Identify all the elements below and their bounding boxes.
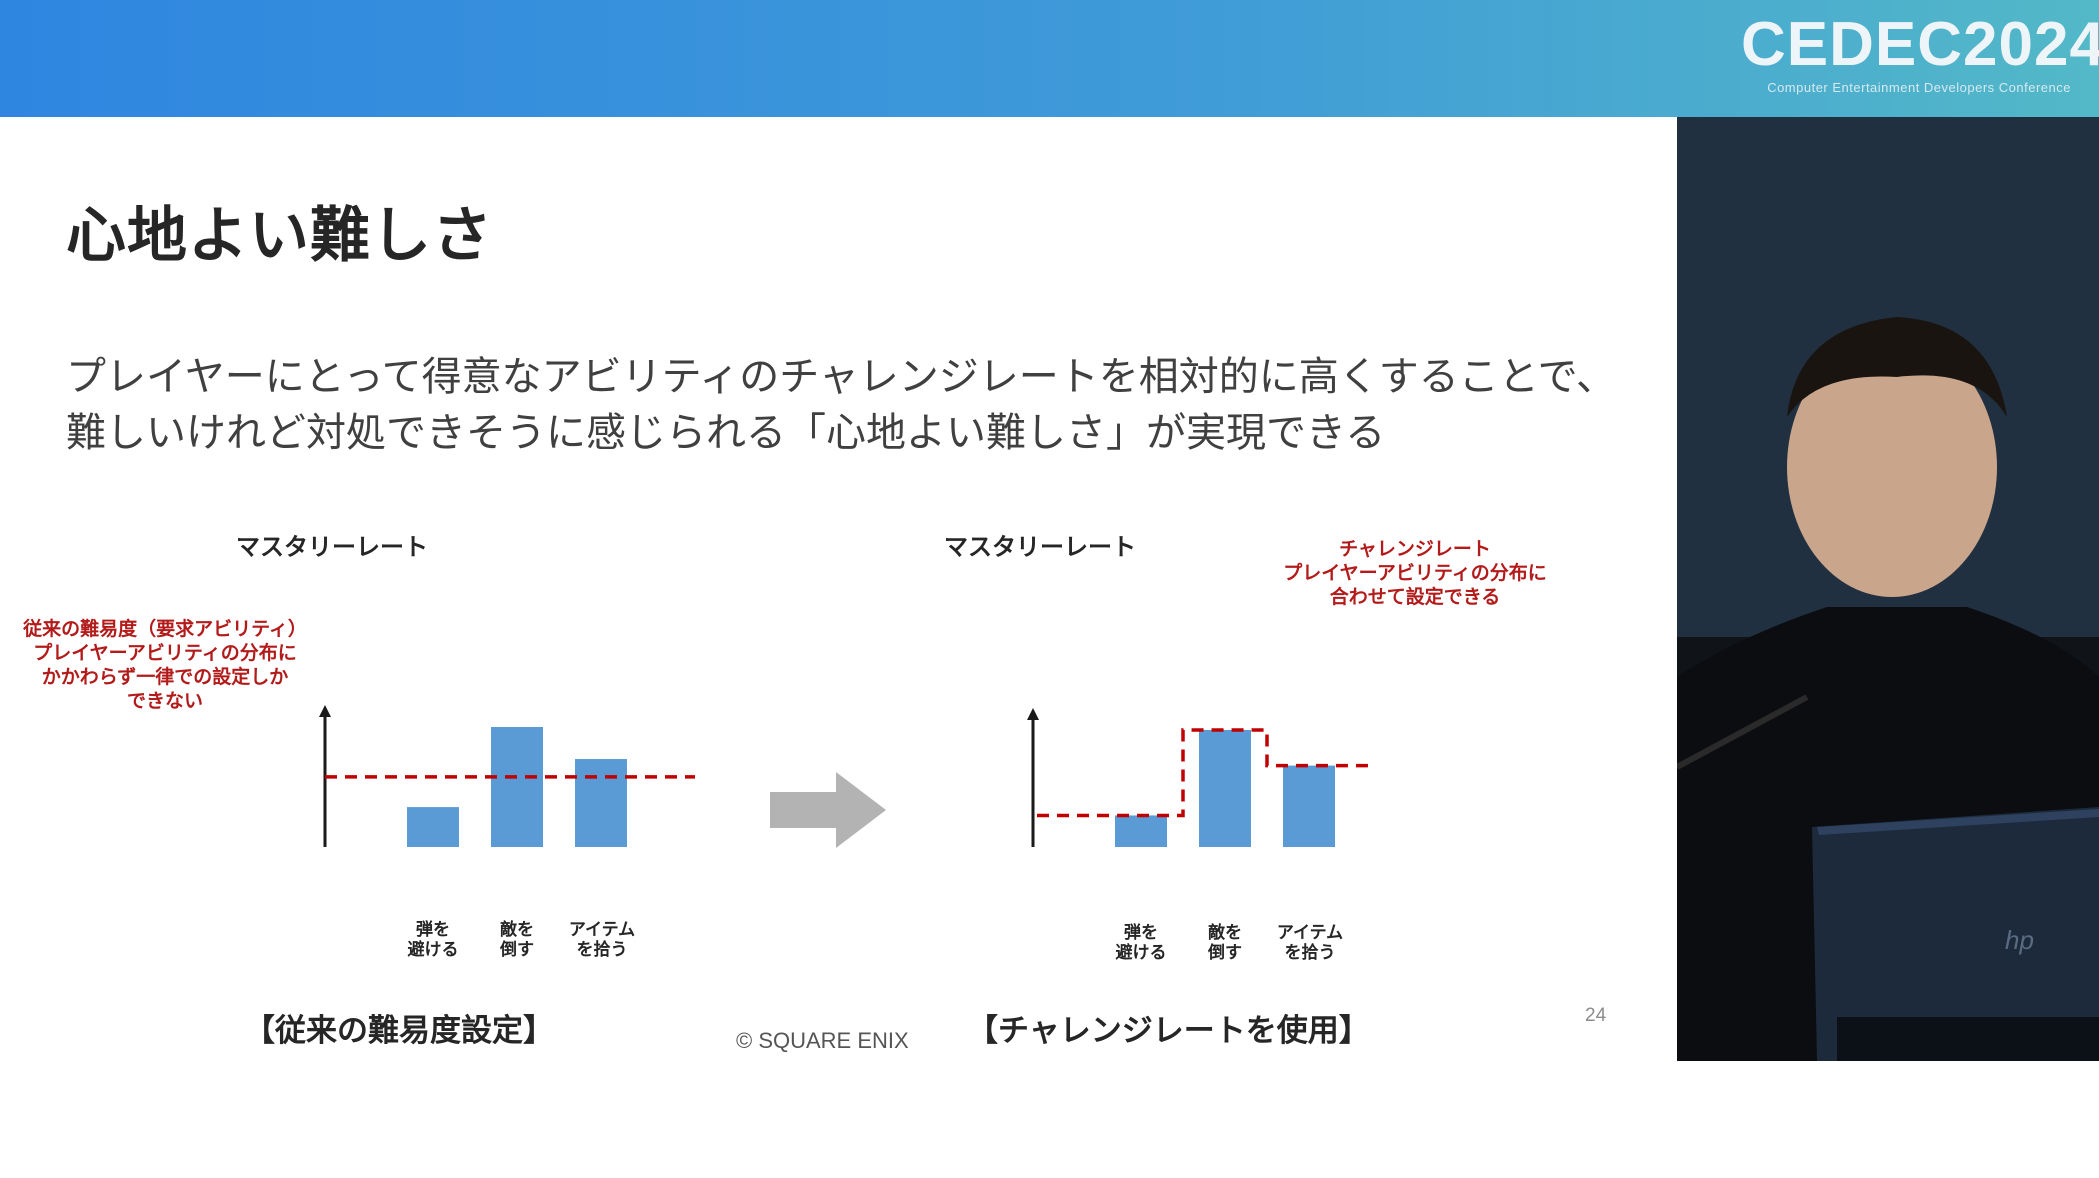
chart-left-bar-1 — [407, 807, 459, 847]
chart-right-category-1: 弾を 避ける — [1115, 923, 1167, 963]
chart-right-y-axis-arrowhead — [1027, 708, 1039, 720]
logo-text: CEDEC2024 — [1741, 10, 2099, 79]
body-line-1: プレイヤーにとって得意なアビリティのチャレンジレートを相対的に高くすることで、 — [66, 354, 1616, 400]
chart-traditional: マスタリーレート 従来の難易度（要求アビリティ） プレイヤーアビリティの分布に … — [0, 527, 720, 1049]
chart-right-caption: 【チャレンジレートを使用】 — [967, 1013, 1370, 1049]
chart-right-bar-3 — [1283, 765, 1335, 847]
chart-right-plot — [1027, 708, 1375, 847]
cedec-logo: CEDEC2024 Computer Entertainment Develop… — [1741, 10, 2099, 97]
laptop-logo: hp — [2005, 925, 2034, 955]
slide-title: 心地よい難しさ — [66, 201, 493, 271]
chart-right-category-3: アイテム を拾う — [1276, 923, 1344, 963]
chart-right-bar-2 — [1199, 730, 1251, 847]
presentation-slide: 心地よい難しさ プレイヤーにとって得意なアビリティのチャレンジレートを相対的に高… — [0, 117, 1677, 1061]
chart-left-y-axis-arrowhead — [319, 705, 331, 717]
chart-challenge-rate: マスタリーレート チャレンジレート プレイヤーアビリティの分布に 合わせて設定で… — [930, 527, 1570, 1049]
chart-left-plot — [319, 705, 695, 847]
chart-right-threshold-label: チャレンジレート プレイヤーアビリティの分布に 合わせて設定できる — [1283, 538, 1547, 608]
chart-right-category-2: 敵を 倒す — [1208, 923, 1242, 963]
chart-left-caption: 【従来の難易度設定】 — [244, 1013, 554, 1049]
right-arrow-icon — [770, 772, 886, 848]
logo-subtitle: Computer Entertainment Developers Confer… — [1767, 80, 2071, 95]
chart-right-ylabel: マスタリーレート — [944, 533, 1136, 561]
chart-right-bar-1 — [1115, 815, 1167, 847]
chart-left-threshold-label: 従来の難易度（要求アビリティ） プレイヤーアビリティの分布に かかわらず一律での… — [23, 618, 307, 712]
chart-left-category-2: 敵を 倒す — [500, 920, 534, 960]
speaker-video: hp — [1677, 117, 2099, 1061]
speaker-silhouette — [1677, 117, 2099, 1061]
chart-left-category-3: アイテム を拾う — [568, 920, 636, 960]
chart-right-threshold-step-line — [1037, 728, 1375, 818]
chart-left-bar-2 — [491, 727, 543, 847]
chart-left-category-1: 弾を 避ける — [407, 920, 459, 960]
slide-page-number: 24 — [1585, 1005, 1607, 1026]
copyright-text: © SQUARE ENIX — [736, 1028, 909, 1053]
chart-left-bar-3 — [575, 759, 627, 847]
chart-left-ylabel: マスタリーレート — [236, 533, 428, 561]
body-line-2: 難しいけれど対処できそうに感じられる「心地よい難しさ」が実現できる — [66, 410, 1386, 456]
slide-body-text: プレイヤーにとって得意なアビリティのチャレンジレートを相対的に高くすることで、 … — [66, 349, 1626, 461]
header-bar: CEDEC2024 Computer Entertainment Develop… — [0, 0, 2099, 117]
